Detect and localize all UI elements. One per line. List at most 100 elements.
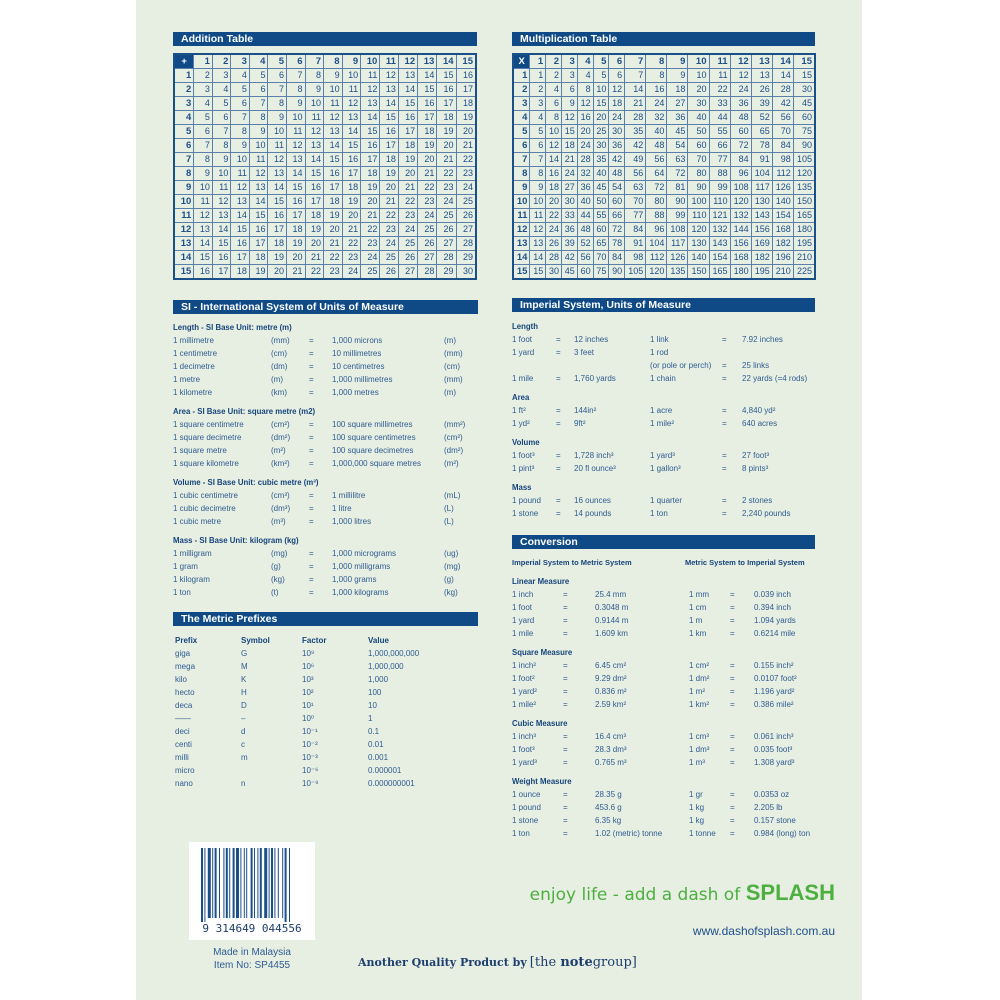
- cell: 1 cm: [689, 603, 707, 612]
- table-cell: 16: [397, 110, 419, 125]
- tagline: enjoy life - add a dash of SPLASH: [530, 880, 835, 906]
- table-cell: 182: [771, 236, 794, 251]
- table-cell: 13: [323, 124, 343, 139]
- barcode-bar: [284, 848, 287, 922]
- table-cell: 15: [341, 138, 362, 153]
- cell: =: [556, 509, 561, 518]
- table-cell: 20: [417, 152, 438, 167]
- cell: (mm): [271, 336, 290, 345]
- table-cell: 143: [708, 236, 731, 251]
- list-item: 1 square metre (m²) = 100 square decimetres…: [173, 444, 484, 457]
- group-heading: Length - SI Base Unit: metre (m): [173, 323, 292, 332]
- conversion-section: Linear Measure 1 inch = 25.4 mm 1 mm = 0.039 i…: [512, 575, 829, 840]
- cell: =: [563, 616, 568, 625]
- column-header: 6: [608, 53, 626, 69]
- cell: =: [309, 517, 314, 526]
- cell: 14 pounds: [574, 509, 612, 518]
- cell: 10 millimetres: [332, 349, 382, 358]
- table-cell: 21: [304, 250, 325, 265]
- cell: nano: [175, 779, 193, 788]
- table-cell: 65: [750, 124, 773, 139]
- cell: 25 links: [742, 361, 770, 370]
- table-cell: 29: [436, 264, 457, 280]
- table-cell: 25: [397, 236, 419, 251]
- table-cell: 16: [645, 82, 668, 97]
- table-cell: 18: [360, 166, 381, 181]
- column-header: 15: [455, 53, 477, 69]
- table-cell: 56: [645, 152, 668, 167]
- cell: (cm²): [444, 433, 463, 442]
- cell: (mg): [271, 549, 288, 558]
- table-cell: 16: [417, 96, 438, 111]
- cell: 1 mile: [512, 374, 534, 383]
- barcode-bar: [271, 848, 273, 918]
- column-header: 14: [436, 53, 457, 69]
- table-cell: 84: [771, 138, 794, 153]
- table-cell: 9: [267, 110, 287, 125]
- group-heading: Square Measure: [512, 648, 573, 657]
- table-cell: 14: [286, 166, 306, 181]
- table-cell: 81: [666, 180, 689, 195]
- cell: 1 kg: [689, 816, 705, 825]
- table-cell: 66: [708, 138, 731, 153]
- list-item: 1 mile = 1.609 km 1 km = 0.6214 mile: [512, 627, 829, 640]
- cell: (mL): [444, 491, 461, 500]
- table-cell: 135: [792, 180, 816, 195]
- cell: [722, 346, 742, 359]
- corner-symbol: +: [173, 53, 195, 69]
- table-cell: 22: [360, 222, 381, 237]
- cell: 10⁹: [302, 649, 315, 658]
- table-cell: 9: [666, 68, 689, 83]
- table-cell: 11: [248, 152, 269, 167]
- table-cell: 15: [230, 222, 250, 237]
- cell: 1 foot²: [512, 674, 535, 683]
- table-cell: 22: [304, 264, 325, 280]
- table-cell: 126: [771, 180, 794, 195]
- cell: =: [730, 700, 735, 709]
- table-row: 6 6 12 18 24 30 36 42 48 54 60 66 72 78 84 90: [512, 138, 816, 153]
- cell: 1,000 microns: [332, 336, 383, 345]
- cell: micro: [175, 766, 195, 775]
- cell: 1 inch²: [512, 661, 537, 670]
- table-cell: 22: [455, 152, 477, 167]
- list-item: 1 cubic centimetre (cm³) = 1 millilitre (mL): [173, 489, 484, 502]
- table-cell: 20: [576, 124, 594, 139]
- table-cell: 77: [708, 152, 731, 167]
- table-cell: 35: [592, 152, 610, 167]
- row-header: 9: [173, 180, 195, 195]
- table-cell: 15: [193, 250, 213, 265]
- cell: 1 milligram: [173, 549, 212, 558]
- table-cell: 24: [436, 194, 457, 209]
- barcode-bar: [204, 848, 206, 922]
- website-url: www.dashofsplash.com.au: [692, 924, 835, 938]
- table-cell: 112: [645, 250, 668, 265]
- multiplication-table: X 1 2 3 4 5 6 7 8 9 10 11 12 13 14 15 1 1 2 3 4 5 6 7 8 9 10 11 12 13…: [512, 53, 816, 280]
- table-cell: 17: [304, 194, 325, 209]
- cell: 2,240 pounds: [742, 509, 791, 518]
- table-cell: 19: [323, 208, 343, 223]
- group-heading: Volume: [512, 438, 540, 447]
- table-cell: 9: [323, 68, 343, 83]
- table-cell: 18: [230, 264, 250, 280]
- cell: (or pole or perch): [650, 361, 712, 370]
- table-cell: 110: [687, 208, 710, 223]
- cell: 10⁻²: [302, 740, 318, 749]
- table-cell: 48: [729, 110, 752, 125]
- table-cell: 132: [729, 208, 752, 223]
- table-cell: 14: [267, 180, 287, 195]
- table-cell: 21: [286, 264, 306, 280]
- cell: 10: [368, 701, 377, 710]
- group-heading: Area - SI Base Unit: square metre (m2): [173, 407, 316, 416]
- cell: 1 quarter: [650, 496, 683, 505]
- table-cell: 55: [708, 124, 731, 139]
- table-cell: 66: [608, 208, 626, 223]
- cell: 1 cm³: [689, 732, 709, 741]
- table-cell: 22: [397, 194, 419, 209]
- prefixes-section: Prefix Symbol Factor Value giga G 10⁹ 1,000,000…: [175, 634, 458, 790]
- cell: [241, 764, 302, 777]
- table-cell: 21: [561, 152, 578, 167]
- table-cell: 48: [608, 166, 626, 181]
- table-cell: 28: [455, 236, 477, 251]
- cell: 1 pound: [512, 803, 541, 812]
- cell: ——: [175, 714, 191, 723]
